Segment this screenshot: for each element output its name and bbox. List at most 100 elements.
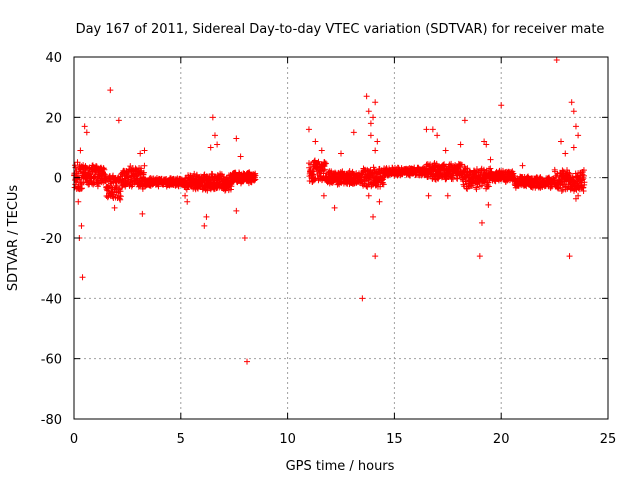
data-point xyxy=(434,132,441,139)
data-point xyxy=(115,117,122,124)
data-point xyxy=(201,172,208,179)
data-point xyxy=(568,99,575,106)
data-point xyxy=(98,164,105,171)
data-point xyxy=(117,196,124,203)
data-point xyxy=(372,99,379,106)
y-tick-label: 20 xyxy=(45,111,62,126)
x-tick-label: 10 xyxy=(279,432,296,447)
data-point xyxy=(519,162,526,169)
data-point xyxy=(367,132,374,139)
data-point xyxy=(572,123,579,130)
data-point xyxy=(111,204,118,211)
data-point xyxy=(478,219,485,226)
data-point xyxy=(566,170,573,177)
data-point xyxy=(485,201,492,208)
data-point xyxy=(72,164,79,171)
data-point xyxy=(365,192,372,199)
x-tick-label: 20 xyxy=(493,432,510,447)
data-point xyxy=(112,184,119,191)
data-point xyxy=(376,198,383,205)
data-point xyxy=(350,129,357,136)
data-point xyxy=(556,184,563,191)
data-point xyxy=(184,198,191,205)
data-point xyxy=(244,358,251,365)
data-point xyxy=(241,235,248,241)
data-point xyxy=(359,295,366,302)
y-tick-label: -20 xyxy=(41,232,62,247)
data-point xyxy=(575,192,582,199)
data-point xyxy=(485,179,492,186)
data-point xyxy=(318,147,325,154)
data-point xyxy=(79,185,86,192)
data-point xyxy=(338,150,344,157)
data-point xyxy=(572,195,579,202)
data-point xyxy=(423,126,430,133)
data-point xyxy=(558,187,565,194)
data-point xyxy=(75,198,82,205)
data-point xyxy=(483,141,490,148)
x-tick-labels: 0 5 10 15 20 25 xyxy=(70,432,616,447)
y-tick-label: -40 xyxy=(41,292,62,307)
data-point xyxy=(570,108,577,115)
data-point xyxy=(553,57,560,64)
data-point xyxy=(211,132,218,139)
data-point xyxy=(305,126,312,133)
data-point xyxy=(580,188,587,195)
data-point xyxy=(331,204,338,211)
data-point xyxy=(107,180,114,187)
data-point xyxy=(139,210,146,217)
data-point xyxy=(565,169,572,176)
y-tick-label: -60 xyxy=(41,353,62,368)
data-point xyxy=(137,150,144,157)
data-point xyxy=(141,162,148,169)
data-point xyxy=(372,147,379,154)
data-point xyxy=(564,167,571,174)
data-point xyxy=(228,183,235,190)
data-point xyxy=(473,186,480,193)
data-point xyxy=(461,117,468,124)
data-point xyxy=(363,93,370,100)
data-point xyxy=(233,135,240,142)
data-point xyxy=(380,181,387,188)
data-point xyxy=(581,179,588,186)
data-point xyxy=(444,192,451,199)
data-point xyxy=(321,166,328,173)
data-point xyxy=(457,161,464,168)
data-point xyxy=(72,181,79,188)
y-tick-label: -80 xyxy=(41,413,62,428)
x-tick-label: 0 xyxy=(70,432,78,447)
data-point xyxy=(372,253,379,260)
data-point xyxy=(448,160,455,167)
data-point xyxy=(182,192,189,199)
chart-title: Day 167 of 2011, Sidereal Day-to-day VTE… xyxy=(76,22,605,37)
data-point xyxy=(79,274,86,281)
data-point xyxy=(367,120,374,127)
data-point xyxy=(562,150,569,157)
data-point xyxy=(476,253,483,260)
data-point xyxy=(322,160,329,167)
data-point xyxy=(203,213,210,220)
data-point xyxy=(77,147,84,154)
x-axis-label: GPS time / hours xyxy=(286,459,395,474)
data-point xyxy=(370,114,377,121)
data-point xyxy=(78,222,85,229)
data-point xyxy=(311,176,318,183)
data-point xyxy=(207,144,214,151)
data-point xyxy=(233,207,240,214)
y-tick-label: 40 xyxy=(45,51,62,66)
data-point xyxy=(320,167,327,174)
data-point xyxy=(214,141,221,148)
data-point xyxy=(442,147,449,154)
data-point xyxy=(425,192,432,199)
data-point xyxy=(575,132,582,139)
data-point xyxy=(117,193,124,200)
x-tick-label: 5 xyxy=(177,432,185,447)
data-point xyxy=(107,87,114,94)
y-axis-label: SDTVAR / TECUs xyxy=(6,185,21,292)
data-point xyxy=(487,156,494,163)
data-point xyxy=(429,126,436,133)
data-point xyxy=(252,172,259,179)
data-points xyxy=(71,57,588,365)
axis-ticks xyxy=(73,56,609,420)
data-point xyxy=(81,123,88,130)
